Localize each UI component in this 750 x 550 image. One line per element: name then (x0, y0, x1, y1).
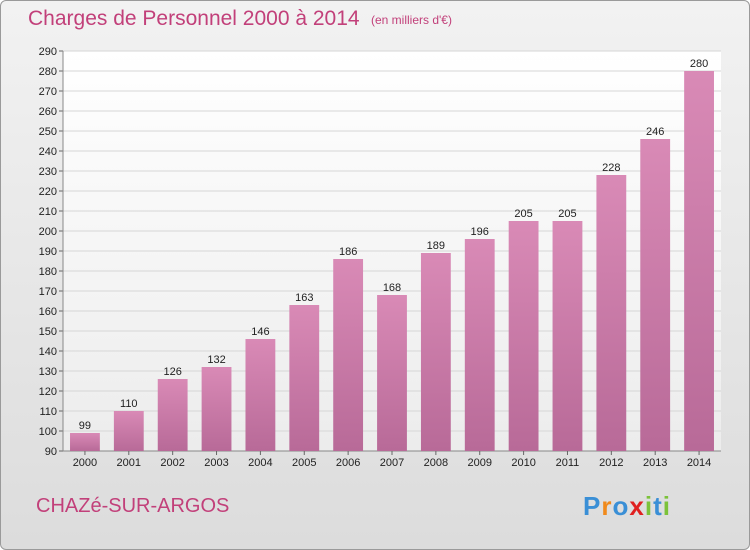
bar (596, 175, 627, 451)
y-tick-label: 160 (39, 306, 57, 318)
x-tick-label: 2014 (687, 457, 711, 469)
chart-subtitle: (en milliers d'€) (371, 13, 452, 27)
data-label: 189 (427, 240, 445, 252)
bar (420, 253, 451, 451)
bar (245, 339, 276, 451)
y-tick-label: 170 (39, 286, 57, 298)
bar (289, 305, 320, 451)
data-label: 246 (646, 126, 664, 138)
data-label: 205 (514, 208, 532, 220)
bar (552, 221, 583, 451)
y-tick-label: 270 (39, 86, 57, 98)
logo-letter: t (653, 491, 663, 521)
proxiti-logo: Proxiti (583, 491, 671, 522)
data-label: 163 (295, 292, 313, 304)
y-tick-label: 140 (39, 346, 57, 358)
x-tick-label: 2000 (73, 457, 97, 469)
logo-letter: P (583, 491, 602, 521)
chart-title: Charges de Personnel 2000 à 2014 (28, 7, 360, 30)
data-label: 132 (207, 354, 225, 366)
x-tick-label: 2008 (424, 457, 448, 469)
y-tick-label: 110 (39, 406, 57, 418)
x-tick-label: 2010 (511, 457, 535, 469)
x-tick-label: 2013 (643, 457, 667, 469)
y-tick-label: 120 (39, 386, 57, 398)
x-tick-label: 2003 (204, 457, 228, 469)
y-tick-label: 180 (39, 266, 57, 278)
x-tick-label: 2006 (336, 457, 360, 469)
data-label: 196 (471, 226, 489, 238)
bar (201, 367, 232, 451)
logo-letter: i (662, 491, 671, 521)
logo-letter: r (601, 491, 613, 521)
x-tick-label: 2004 (248, 457, 272, 469)
y-tick-label: 290 (39, 46, 57, 58)
x-tick-label: 2007 (380, 457, 404, 469)
bar (113, 411, 144, 451)
data-label: 186 (339, 246, 357, 258)
logo-letter: i (644, 491, 654, 521)
y-tick-label: 210 (39, 206, 57, 218)
logo-letter: x (629, 491, 645, 521)
data-label: 146 (251, 326, 269, 338)
data-label: 280 (690, 58, 708, 70)
bar (640, 139, 671, 451)
y-tick-label: 190 (39, 246, 57, 258)
x-tick-label: 2011 (556, 457, 580, 469)
y-tick-label: 100 (39, 426, 57, 438)
bar (333, 259, 364, 451)
y-tick-label: 280 (39, 66, 57, 78)
data-label: 205 (558, 208, 576, 220)
bar (508, 221, 539, 451)
y-tick-label: 230 (39, 166, 57, 178)
bar (377, 295, 407, 451)
y-tick-label: 200 (39, 226, 57, 238)
bar (157, 379, 188, 451)
x-tick-label: 2012 (599, 457, 623, 469)
x-tick-label: 2009 (467, 457, 491, 469)
y-tick-label: 90 (45, 446, 57, 458)
y-tick-label: 130 (39, 366, 57, 378)
x-tick-label: 2002 (160, 457, 184, 469)
bar (684, 71, 714, 451)
data-label: 110 (120, 398, 138, 410)
y-tick-label: 220 (39, 186, 57, 198)
x-tick-label: 2001 (117, 457, 141, 469)
data-label: 228 (602, 162, 620, 174)
data-label: 99 (79, 420, 91, 432)
data-label: 126 (163, 366, 181, 378)
bar (70, 433, 100, 451)
logo-letter: o (612, 491, 630, 521)
commune-name: CHAZé-SUR-ARGOS (36, 495, 230, 517)
bar (464, 239, 495, 451)
x-tick-label: 2005 (292, 457, 316, 469)
y-tick-label: 150 (39, 326, 57, 338)
data-label: 168 (383, 282, 401, 294)
y-tick-label: 260 (39, 106, 57, 118)
y-tick-label: 250 (39, 126, 57, 138)
y-tick-label: 240 (39, 146, 57, 158)
